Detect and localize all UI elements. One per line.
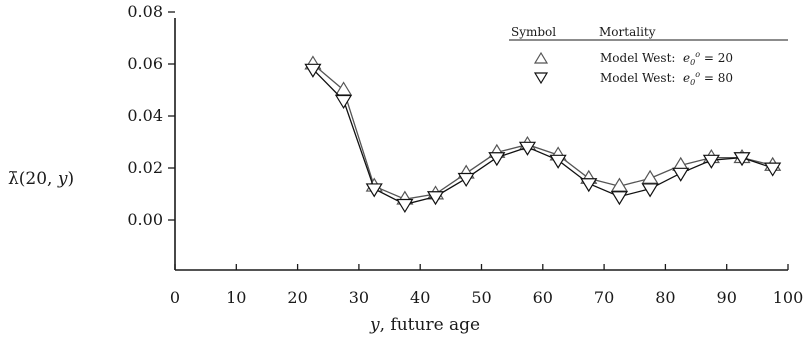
data-point <box>549 154 567 169</box>
x-tick-label: 60 <box>533 288 553 307</box>
x-ticks: 0 10 20 30 40 50 60 70 80 90 100 <box>170 264 803 307</box>
y-tick-label: 0.04 <box>127 106 163 125</box>
legend-down-triangle-icon <box>533 72 549 85</box>
x-tick-label: 80 <box>655 288 675 307</box>
x-tick-label: 100 <box>773 288 804 307</box>
data-point <box>610 191 628 206</box>
data-point <box>335 94 353 110</box>
series <box>304 55 782 214</box>
data-point <box>641 183 659 198</box>
data-point <box>426 191 445 206</box>
data-point <box>488 152 506 167</box>
y-tick-label: 0.06 <box>127 54 163 73</box>
data-point <box>702 154 720 169</box>
x-axis-label: y, future age <box>369 315 480 335</box>
legend-header-mortality: Mortality <box>599 25 656 39</box>
data-point <box>518 141 537 156</box>
legend-up-triangle-icon <box>533 51 549 64</box>
data-point <box>365 183 383 198</box>
legend-entry-2-math: e0o = 80 <box>683 70 733 87</box>
y-tick-label: 0.00 <box>127 210 163 229</box>
legend-entry-1-math: e0o = 20 <box>683 50 733 67</box>
legend-header-symbol: Symbol <box>511 25 556 39</box>
series-line <box>312 63 773 200</box>
y-axis-label: λ̄(20, y) <box>8 169 74 189</box>
x-tick-label: 40 <box>410 288 430 307</box>
x-tick-label: 0 <box>170 288 180 307</box>
series-line <box>312 68 773 206</box>
data-point <box>304 63 322 78</box>
x-tick-label: 10 <box>226 288 246 307</box>
legend-entry-1-prefix: Model West: <box>600 51 675 65</box>
data-point <box>733 152 751 167</box>
x-tick-label: 90 <box>717 288 737 307</box>
legend: Symbol Mortality Model West: e0o = 20 Mo… <box>509 25 788 87</box>
y-tick-label: 0.08 <box>127 2 163 21</box>
series-2 <box>304 63 782 214</box>
x-tick-label: 20 <box>287 288 307 307</box>
data-point <box>610 177 628 192</box>
data-point <box>641 169 659 184</box>
data-point <box>396 198 414 214</box>
x-tick-label: 50 <box>471 288 491 307</box>
data-point <box>580 178 598 193</box>
data-point <box>335 81 353 96</box>
x-tick-label: 30 <box>349 288 369 307</box>
y-ticks: 0.00 0.02 0.04 0.06 0.08 <box>127 2 175 229</box>
x-tick-label: 70 <box>594 288 614 307</box>
data-point <box>672 167 690 182</box>
data-point <box>764 162 782 177</box>
legend-entry-2-prefix: Model West: <box>600 71 675 85</box>
data-point <box>457 172 475 188</box>
y-tick-label: 0.02 <box>127 158 163 177</box>
